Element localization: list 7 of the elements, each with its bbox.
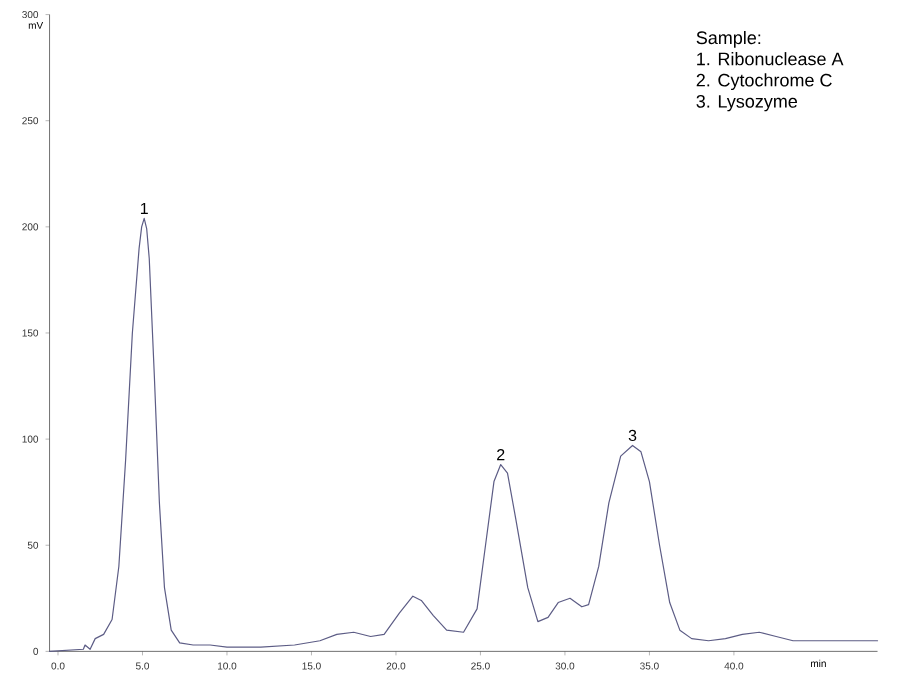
annotation: 1 bbox=[140, 202, 148, 214]
annotation: 3 bbox=[628, 429, 637, 442]
annotation: 2 bbox=[497, 449, 505, 461]
annotation: Sample: bbox=[696, 30, 761, 48]
annotation: 3. Lysozyme bbox=[696, 94, 798, 112]
annotation: 1. Ribonuclease A bbox=[697, 52, 844, 66]
annotation: 2. Cytochrome C bbox=[696, 73, 832, 91]
